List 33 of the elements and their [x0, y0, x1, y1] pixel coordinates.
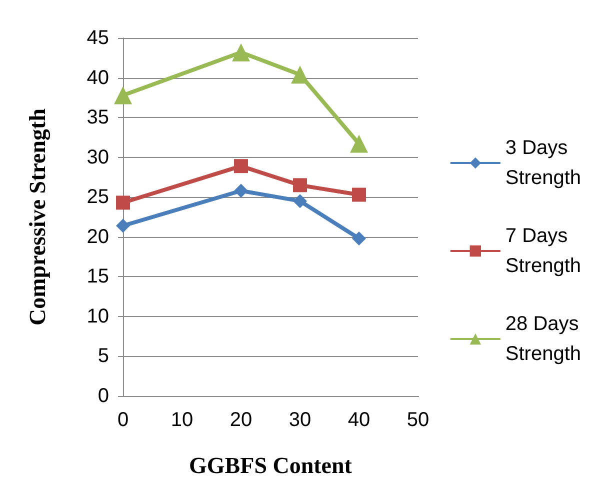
y-tick-label: 45	[86, 27, 109, 49]
point	[116, 196, 130, 210]
legend-label: 28 Days Strength	[505, 313, 582, 365]
y-axis-title: Compressive Strength	[25, 108, 51, 326]
x-axis-title: GGBFS Content	[189, 453, 352, 478]
legend-label: 7 Days Strength	[505, 225, 582, 277]
y-tick-label: 5	[98, 345, 109, 368]
point	[232, 43, 250, 62]
point	[352, 188, 366, 202]
legend-label: 3 Days Strength	[505, 137, 582, 189]
y-tick-label: 15	[86, 266, 109, 288]
y-tick-label: 20	[86, 226, 109, 248]
point	[291, 66, 309, 84]
point	[116, 218, 130, 233]
y-tick-label: 0	[98, 385, 109, 407]
x-tick-label: 10	[170, 409, 194, 431]
point	[114, 86, 132, 104]
y-tick-label: 40	[86, 66, 109, 89]
point	[234, 184, 248, 198]
x-tick-label: 0	[117, 409, 129, 431]
y-tick-label: 30	[86, 146, 109, 168]
x-tick-label: 50	[406, 409, 430, 431]
x-tick-label: 30	[288, 409, 312, 431]
point	[293, 178, 307, 192]
y-tick-label: 10	[86, 305, 109, 328]
y-tick-label: 25	[86, 186, 109, 208]
point	[293, 194, 307, 208]
point	[234, 159, 248, 174]
y-tick-label: 35	[86, 106, 109, 129]
point	[350, 134, 368, 153]
point	[352, 231, 366, 246]
x-tick-label: 20	[230, 409, 252, 431]
x-tick-label: 40	[348, 409, 370, 431]
